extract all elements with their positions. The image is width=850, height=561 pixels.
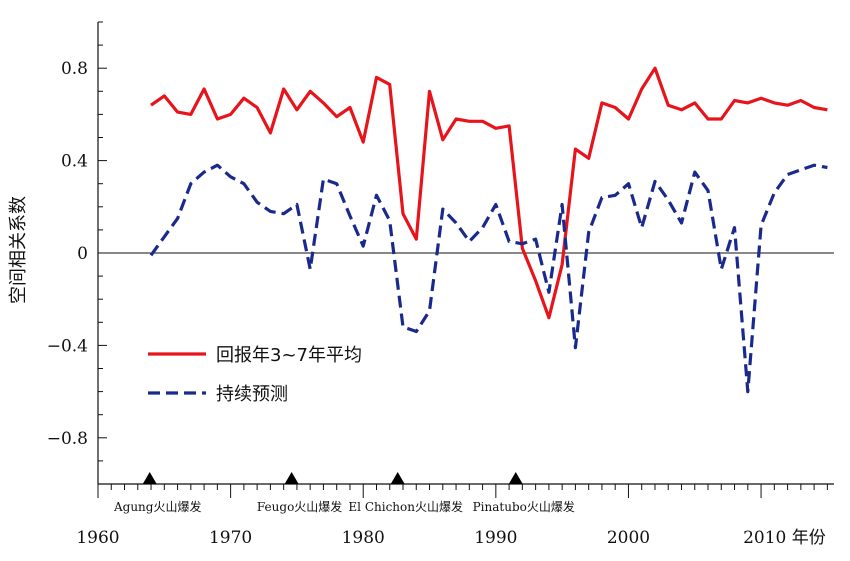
legend-label: 持续预测 (216, 384, 288, 405)
x-tick-label: 1960 (76, 528, 119, 548)
volcano-marker (390, 472, 405, 484)
series-line-hindcast (150, 66, 828, 320)
x-tick-label: 1970 (209, 528, 252, 548)
x-tick-label: 2010 年份 (743, 528, 826, 548)
y-tick-label: 0.8 (61, 59, 88, 79)
x-tick-label: 2000 (607, 528, 650, 548)
volcano-label: El Chichon火山爆发 (348, 499, 463, 514)
legend-label: 回报年3~7年平均 (216, 345, 362, 366)
x-tick-label: 1990 (474, 528, 517, 548)
y-tick-label: −0.4 (47, 336, 88, 356)
x-axis: 1960 1970 1980 1990 2000 2010 年份 (76, 484, 828, 548)
y-tick-label: 0 (77, 244, 88, 264)
x-tick-label: 1980 (342, 528, 385, 548)
volcano-marker (284, 472, 299, 484)
series-lines (149, 66, 828, 394)
volcano-markers: Agung火山爆发 Feugo火山爆发 El Chichon火山爆发 Pinatubo… (113, 472, 575, 514)
y-axis-label: 空间相关系数 (8, 196, 29, 304)
volcano-marker (508, 472, 523, 484)
volcano-label: Agung火山爆发 (113, 499, 202, 514)
y-tick-label: 0.4 (61, 152, 88, 172)
volcano-label: Pinatubo火山爆发 (473, 499, 575, 514)
volcano-marker (142, 472, 157, 484)
volcano-label: Feugo火山爆发 (257, 499, 342, 514)
y-tick-label: −0.8 (47, 429, 88, 449)
y-axis: 0.8 0.4 0 −0.4 −0.8 (47, 21, 107, 485)
